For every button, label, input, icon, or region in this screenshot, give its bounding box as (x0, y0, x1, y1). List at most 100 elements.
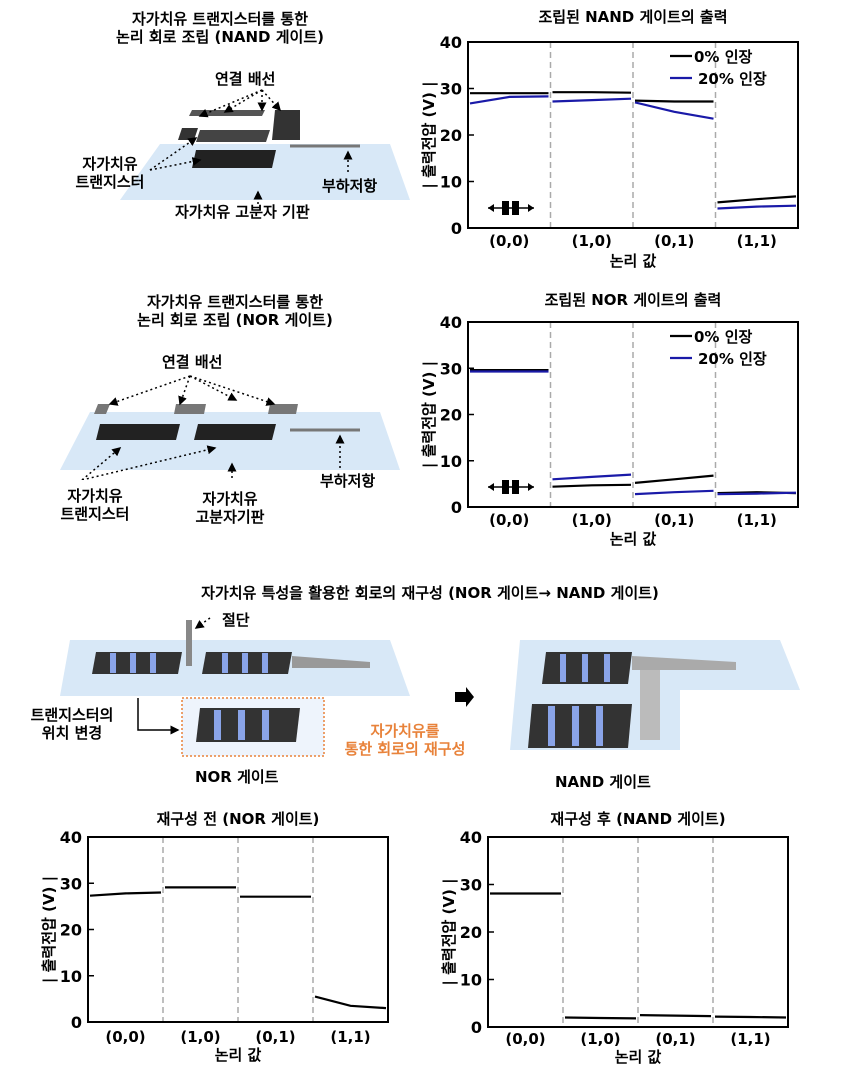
series-line-black (552, 91, 632, 94)
transistor-chip (96, 424, 180, 440)
x-tick-label: (0,0) (489, 511, 529, 529)
y-tick-label: 40 (460, 828, 482, 847)
x-tick-label: (1,0) (572, 511, 612, 529)
y-axis-label: | 출력전압 (V) | (40, 876, 59, 983)
nor-assembly-title-line1: 자가치유 트랜지스터를 통한 (146, 293, 324, 311)
wiring-label: 연결 배선 (215, 70, 276, 88)
series-line-black (639, 1014, 712, 1018)
transistor-chip (192, 150, 276, 168)
nor-output-chart: 조립된 NOR 게이트의 출력 0 10 20 30 40 (0,0) (1,0) (0,1) (… (420, 291, 799, 548)
y-tick-label: 0 (71, 1013, 82, 1032)
x-tick-label: (1,0) (572, 232, 612, 250)
y-tick-label: 30 (440, 359, 462, 378)
cut-label: 절단 (222, 611, 250, 629)
move-label-line1: 트랜지스터의 (30, 706, 114, 724)
chart-title: 조립된 NAND 게이트의 출력 (538, 8, 727, 26)
transistor-label: 자가치유 트랜지스터 (40, 487, 150, 523)
series-line-blue (634, 101, 714, 120)
wiring-pad (268, 404, 298, 414)
nor-assembly-illustration (60, 375, 400, 480)
chart-title: 재구성 후 (NAND 게이트) (550, 810, 725, 828)
transistor-label: 자가치유 트랜지스터 (60, 155, 160, 191)
nand-output-chart: 조립된 NAND 게이트의 출력 0 10 20 30 40 (0,0) (1,0) (0,1)… (420, 8, 799, 270)
transistor-label-line2: 트랜지스터 (75, 173, 145, 191)
series-line-black (314, 995, 387, 1010)
y-tick-label: 30 (60, 874, 82, 893)
y-tick-label: 20 (440, 126, 462, 145)
nor-assembly-title-line2: 논리 회로 조립 (NOR 게이트) (137, 311, 333, 329)
y-tick-label: 30 (440, 80, 462, 99)
x-tick-label: (0,1) (655, 1030, 695, 1048)
series-line-black (89, 891, 162, 897)
chart-title: 조립된 NOR 게이트의 출력 (545, 291, 722, 309)
x-tick-label: (1,1) (730, 1030, 770, 1048)
nand-assembly-title-line1: 자가치유 트랜지스터를 통한 (131, 10, 309, 28)
move-arrow (137, 698, 180, 735)
y-axis-label: | 출력전압 (V) | (420, 81, 439, 188)
x-tick-label: (0,0) (505, 1030, 545, 1048)
before-reconfiguration-chart: 재구성 전 (NOR 게이트) 0 10 20 30 40 (0,0) (1,0) (0,1) (… (40, 810, 389, 1064)
chart-title: 재구성 전 (NOR 게이트) (157, 810, 320, 828)
reconfiguration-label-line2: 통한 회로의 재구성 (344, 740, 466, 758)
x-tick-label: (0,0) (105, 1028, 145, 1046)
legend-label: 0% 인장 (694, 48, 752, 66)
series-line-black (634, 474, 714, 484)
y-tick-label: 20 (60, 921, 82, 940)
y-tick-label: 10 (60, 967, 82, 986)
y-tick-label: 10 (460, 971, 482, 990)
x-axis-label: 논리 값 (610, 252, 657, 270)
series-line-black (552, 483, 632, 488)
transistor-label-line1: 자가치유 (82, 155, 138, 173)
reconfiguration-title: 자가치유 특성을 활용한 회로의 재구성 (NOR 게이트→ NAND 게이트) (201, 584, 659, 602)
substrate-label-line1: 자가치유 (202, 490, 258, 508)
strain-sample-block (512, 201, 519, 215)
wiring-arrows (81, 375, 345, 480)
y-axis-label: | 출력전압 (V) | (440, 878, 459, 985)
y-tick-label: 40 (60, 828, 82, 847)
wiring-pad (640, 670, 660, 740)
x-tick-label: (0,1) (255, 1028, 295, 1046)
x-axis-label: 논리 값 (215, 1046, 262, 1064)
strain-arrow-right (528, 483, 534, 491)
wiring-pad (178, 128, 198, 140)
series-line-black (634, 99, 714, 103)
wiring-pad (174, 404, 206, 414)
series-line-blue (469, 95, 549, 105)
x-axis-label: 논리 값 (615, 1048, 662, 1066)
series-line-black (714, 1015, 787, 1019)
nand-assembly-title-line2: 논리 회로 조립 (NAND 게이트) (116, 28, 324, 46)
y-tick-label: 40 (440, 313, 462, 332)
substrate-label-line2: 고분자기판 (195, 508, 265, 526)
substrate (60, 412, 400, 470)
legend-label: 0% 인장 (694, 328, 752, 346)
series-line-blue (717, 204, 797, 210)
nand-gate-label: NAND 게이트 (555, 773, 651, 791)
nor-gate-label: NOR 게이트 (195, 768, 279, 786)
strain-sample-block (512, 480, 519, 494)
legend-label: 20% 인장 (698, 70, 767, 88)
x-tick-label: (1,1) (330, 1028, 370, 1046)
x-tick-label: (0,1) (654, 511, 694, 529)
nand-assembly-illustration (120, 89, 410, 204)
reconfiguration-label: 자가치유를 통한 회로의 재구성 (320, 722, 490, 758)
strain-sample-block (502, 201, 509, 215)
y-tick-label: 0 (451, 219, 462, 238)
legend-label: 20% 인장 (698, 350, 767, 368)
channel-stripes (214, 710, 269, 740)
wiring-pad (632, 656, 736, 670)
series-line-blue (634, 489, 714, 496)
nor-assembly-title: 자가치유 트랜지스터를 통한 논리 회로 조립 (NOR 게이트) (70, 293, 400, 329)
load-resistor-label: 부하저항 (322, 177, 378, 195)
cut-arrow (194, 617, 211, 629)
series-line-blue (717, 491, 797, 496)
transistor-chip (196, 708, 300, 742)
y-tick-label: 40 (440, 33, 462, 52)
x-tick-label: (1,0) (580, 1030, 620, 1048)
series-line-black (564, 1016, 637, 1020)
strain-arrow-icon (488, 201, 534, 215)
series-line-blue (552, 97, 632, 103)
strain-arrow-left (488, 483, 494, 491)
cutting-blade-icon (186, 620, 192, 666)
after-reconfiguration-chart: 재구성 후 (NAND 게이트) 0 10 20 30 40 (0,0) (1,0) (0,1)… (440, 810, 789, 1066)
reconfiguration-illustration (60, 617, 800, 757)
